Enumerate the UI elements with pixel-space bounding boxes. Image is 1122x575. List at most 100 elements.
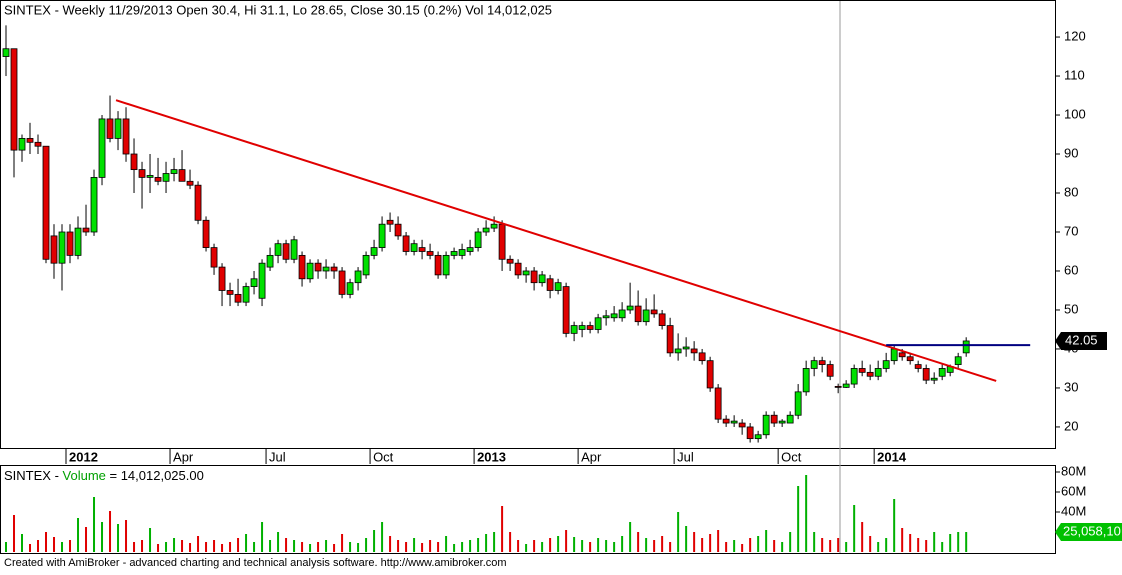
x-tick-label: Jul [677, 449, 694, 464]
volume-bar [685, 526, 688, 552]
volume-pane [0, 465, 1056, 554]
y-tick-label: 40M [1061, 503, 1086, 518]
candle-body [874, 368, 882, 377]
price-plot [2, 25, 970, 443]
y-tick-label: 30 [1064, 379, 1078, 394]
volume-bar [597, 538, 600, 552]
volume-bar [773, 540, 776, 552]
volume-bar [229, 542, 232, 552]
volume-bar [181, 540, 184, 552]
volume-bar [421, 543, 424, 552]
candle-body [410, 243, 418, 252]
candle-body [898, 352, 906, 358]
volume-bar [261, 522, 264, 552]
volume-bar [405, 542, 408, 552]
volume-bar [925, 540, 928, 552]
volume-bar [13, 515, 16, 552]
y-tick-label: 90 [1064, 145, 1078, 160]
volume-bar [893, 499, 896, 552]
candle-body [570, 325, 578, 334]
volume-bar [757, 536, 760, 552]
volume-bar [325, 540, 328, 552]
volume-marker [1055, 523, 1122, 541]
candle-body [154, 177, 162, 182]
volume-bar [941, 542, 944, 552]
candle-body [618, 309, 626, 319]
candle-body [674, 348, 682, 354]
candle-body [322, 266, 330, 272]
volume-bar [413, 538, 416, 552]
volume-bar [741, 544, 744, 552]
volume-bar [133, 542, 136, 552]
candle-body [434, 254, 442, 276]
volume-bar [93, 497, 96, 552]
volume-bar [85, 527, 88, 552]
volume-bar [61, 542, 64, 552]
candle-body [602, 315, 610, 319]
volume-bar [765, 530, 768, 552]
volume-bar [549, 538, 552, 552]
candle-body [418, 247, 426, 252]
volume-bar [949, 534, 952, 552]
volume-bar [493, 532, 496, 552]
candle-body [794, 391, 802, 416]
volume-bar [309, 544, 312, 552]
volume-bar [525, 544, 528, 552]
candle-body [354, 270, 362, 284]
volume-bar [429, 540, 432, 552]
candle-body [834, 385, 842, 388]
candle-body [274, 243, 282, 256]
candle-body [218, 266, 226, 291]
volume-bar [661, 536, 664, 552]
y-tick-label: 100 [1064, 106, 1086, 121]
volume-bar [485, 534, 488, 552]
volume-bar [629, 522, 632, 552]
y-tick-label: 50 [1064, 301, 1078, 316]
volume-bar [141, 540, 144, 552]
candle-body [890, 348, 898, 362]
candle-body [226, 290, 234, 295]
volume-bar [445, 536, 448, 552]
volume-bar [613, 542, 616, 552]
volume-bar [813, 532, 816, 552]
candle-body [458, 249, 466, 256]
volume-bar [621, 536, 624, 552]
candle-body [690, 348, 698, 354]
candle-body [842, 383, 850, 388]
volume-bar [285, 538, 288, 552]
candle-body [186, 180, 194, 186]
candle-body [522, 270, 530, 276]
candle-body [642, 309, 650, 323]
volume-bar [669, 542, 672, 552]
volume-bar [317, 542, 320, 552]
candle-body [18, 138, 26, 151]
candle-body [786, 414, 794, 424]
volume-bar [533, 540, 536, 552]
volume-bar [909, 534, 912, 552]
volume-bar [749, 538, 752, 552]
candle-body [938, 368, 946, 377]
candle-body [210, 247, 218, 268]
volume-bar [205, 542, 208, 552]
candle-body [914, 364, 922, 369]
volume-bar [269, 540, 272, 552]
volume-bar [365, 538, 368, 552]
candle-body [290, 239, 298, 260]
volume-bar [845, 542, 848, 552]
y-tick-label: 60M [1061, 483, 1086, 498]
candle-body [26, 138, 34, 143]
candle-body [738, 422, 746, 428]
volume-bar [165, 542, 168, 552]
volume-bar [717, 530, 720, 552]
x-tick-label: Oct [781, 449, 802, 464]
volume-title: SINTEX - Volume = 14,012,025.00 [4, 468, 204, 483]
volume-bar [37, 540, 40, 552]
candle-body [98, 118, 106, 178]
volume-bar [725, 542, 728, 552]
volume-bar [605, 540, 608, 552]
candle-body [866, 371, 874, 377]
volume-bar [349, 542, 352, 552]
candle-body [826, 364, 834, 377]
volume-bar [237, 538, 240, 552]
volume-bar [253, 542, 256, 552]
